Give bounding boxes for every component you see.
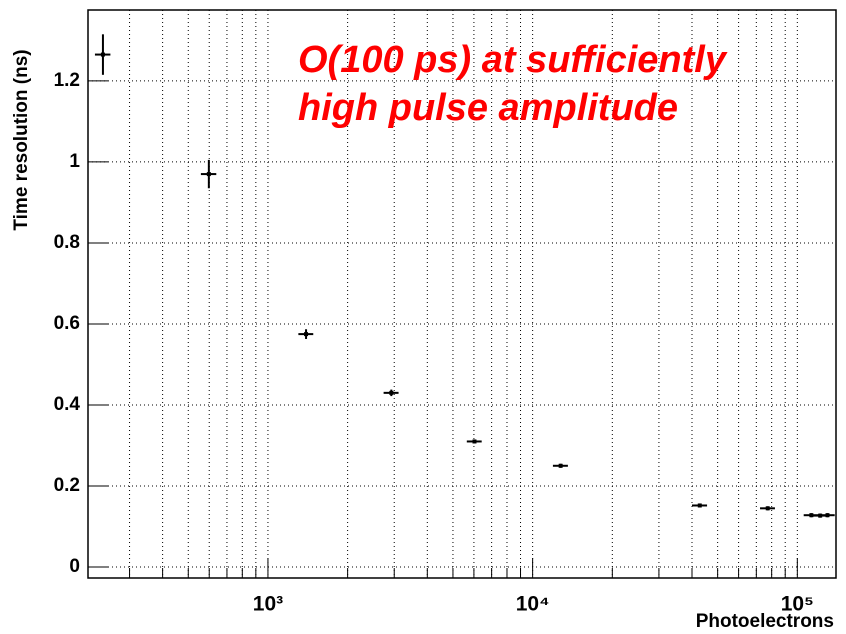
y-axis-label: Time resolution (ns) <box>11 49 32 230</box>
point <box>206 172 211 177</box>
point <box>825 513 830 518</box>
annotation: O(100 ps) at sufficiently <box>298 39 728 81</box>
y-tick-label: 0 <box>69 556 80 577</box>
annotation: high pulse amplitude <box>298 87 678 129</box>
y-tick-label: 0.6 <box>54 313 80 334</box>
x-tick-label: 10⁵ <box>781 593 814 616</box>
point <box>558 463 563 468</box>
x-tick-label: 10⁴ <box>516 593 550 616</box>
point <box>304 332 309 337</box>
plot-frame <box>87 9 837 579</box>
point <box>389 390 394 395</box>
y-tick-label: 1 <box>69 151 80 172</box>
y-tick-label: 0.4 <box>54 394 81 415</box>
x-tick-label: 10³ <box>253 593 283 616</box>
y-tick-label: 0.2 <box>54 475 80 496</box>
point <box>765 506 770 511</box>
y-tick-label: 1.2 <box>54 70 80 91</box>
point <box>809 513 814 518</box>
y-tick-label: 0.8 <box>54 232 80 253</box>
point <box>472 439 477 444</box>
x-axis-label: Photoelectrons <box>696 611 834 632</box>
point <box>697 503 702 508</box>
point <box>100 52 105 57</box>
